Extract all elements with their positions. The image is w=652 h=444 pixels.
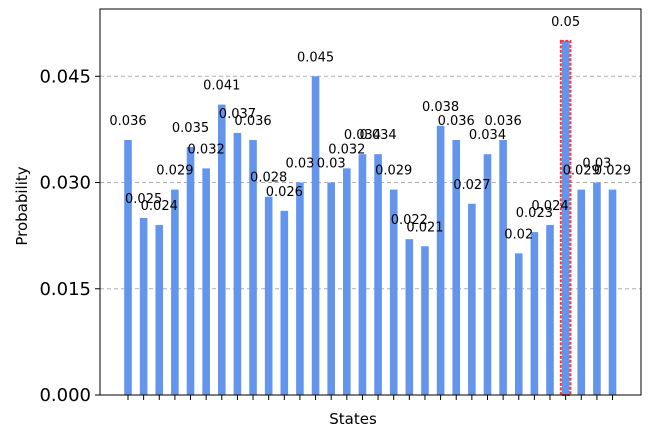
x-axis-title: States <box>329 410 377 428</box>
bar <box>264 196 273 395</box>
bar <box>374 154 382 395</box>
bar-value-label: 0.024 <box>531 199 568 214</box>
data-labels-group: 0.0360.0250.0240.0290.0350.0320.0410.037… <box>109 15 631 242</box>
bar-value-label: 0.02 <box>504 227 533 242</box>
y-axis: 0.000 0.015 0.030 0.045 <box>39 66 100 406</box>
bar <box>358 154 367 395</box>
y-tick-label: 0.000 <box>39 385 91 406</box>
bar <box>468 203 476 395</box>
bar-value-label: 0.036 <box>438 114 475 129</box>
bar <box>124 140 132 395</box>
bar-value-label: 0.024 <box>141 199 178 214</box>
bar-value-label: 0.045 <box>297 50 334 65</box>
bar-value-label: 0.029 <box>156 164 193 179</box>
bar <box>155 225 164 395</box>
bar-value-label: 0.03 <box>285 157 314 172</box>
bar <box>561 40 570 396</box>
bar-value-label: 0.036 <box>109 114 146 129</box>
bar-value-label: 0.027 <box>453 178 490 193</box>
bar-value-label: 0.021 <box>406 220 443 235</box>
bar <box>311 76 320 396</box>
bar <box>483 154 492 395</box>
bar <box>608 189 617 395</box>
bar <box>280 210 289 395</box>
bar-value-label: 0.029 <box>563 164 600 179</box>
bar <box>171 189 179 395</box>
bar <box>233 132 242 396</box>
bar <box>436 125 445 395</box>
y-tick-label: 0.045 <box>39 66 91 87</box>
bar <box>217 104 226 395</box>
bar <box>389 189 398 395</box>
bar-value-label: 0.034 <box>344 128 381 143</box>
bars-group <box>124 39 617 397</box>
bar <box>249 140 257 395</box>
bar-value-label: 0.023 <box>516 206 553 221</box>
bar-value-label: 0.034 <box>469 128 506 143</box>
bar-value-label: 0.029 <box>375 164 412 179</box>
bar-value-label: 0.038 <box>422 100 459 115</box>
bar <box>405 239 414 395</box>
bar <box>514 253 523 395</box>
bar-value-label: 0.025 <box>125 192 162 207</box>
bar <box>421 246 429 395</box>
bar-value-label: 0.028 <box>250 171 287 186</box>
bar-value-label: 0.03 <box>317 157 346 172</box>
bar-value-label: 0.05 <box>551 15 580 30</box>
bar-value-label: 0.032 <box>328 142 365 157</box>
bar-value-label: 0.022 <box>391 213 428 228</box>
bar <box>546 225 554 395</box>
y-tick-label: 0.030 <box>39 173 91 194</box>
bar-value-label: 0.035 <box>172 121 209 136</box>
bar <box>296 182 304 395</box>
bar <box>202 168 210 395</box>
bar-value-label: 0.037 <box>219 107 256 122</box>
bar-value-label: 0.03 <box>582 157 611 172</box>
y-tick-label: 0.015 <box>39 279 91 300</box>
x-axis <box>127 395 614 400</box>
y-axis-title: Probability <box>13 166 31 245</box>
bar <box>139 217 148 395</box>
bar-value-label: 0.026 <box>266 185 303 200</box>
bar <box>530 232 539 395</box>
bar <box>343 168 351 395</box>
bar-value-label: 0.036 <box>234 114 271 129</box>
bar <box>593 182 601 395</box>
bar-value-label: 0.034 <box>359 128 396 143</box>
bar <box>577 189 586 395</box>
highlighted-bar-outline <box>559 39 572 397</box>
bar <box>186 147 195 395</box>
bar-value-label: 0.032 <box>188 142 225 157</box>
plot-frame <box>99 8 642 396</box>
bar-value-label: 0.029 <box>594 164 631 179</box>
bar <box>327 182 335 395</box>
bar <box>452 140 461 395</box>
bar-value-label: 0.041 <box>203 79 240 94</box>
bar <box>499 140 507 395</box>
bar-value-label: 0.036 <box>485 114 522 129</box>
